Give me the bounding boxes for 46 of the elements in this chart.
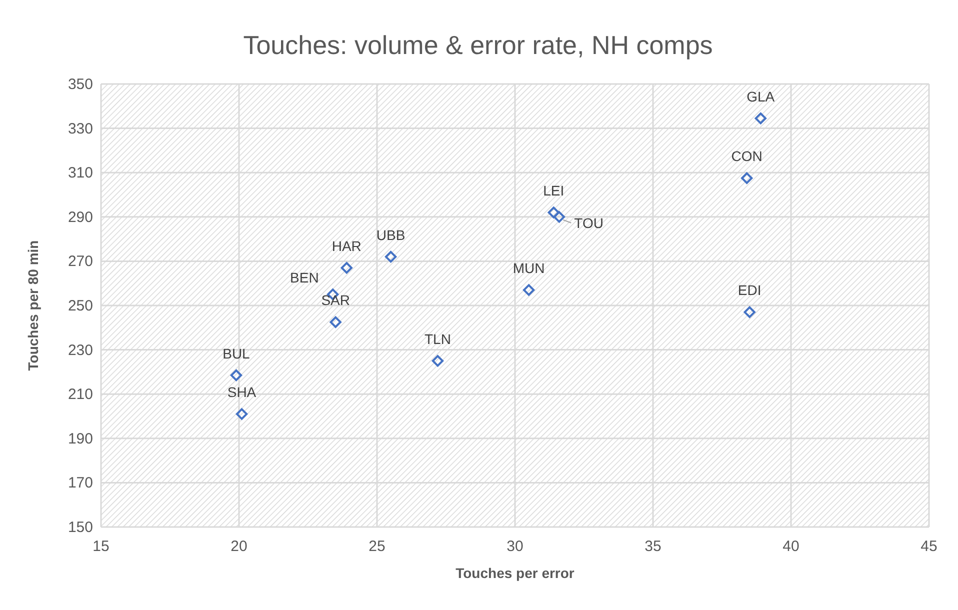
annotation: CON [731, 148, 762, 164]
point [230, 369, 242, 382]
point [741, 172, 753, 184]
point [330, 316, 342, 328]
x-tick-label: 30 [506, 538, 524, 555]
point [744, 306, 756, 318]
x-tick-label: 45 [920, 538, 938, 555]
y-tick-label: 190 [68, 430, 93, 448]
point [432, 355, 444, 367]
point [754, 112, 766, 124]
point [236, 408, 248, 420]
annotation: EDI [738, 282, 762, 298]
annotation: SHA [227, 384, 257, 400]
y-tick-label: 170 [68, 474, 93, 492]
annotation: GLA [746, 88, 776, 104]
x-axis-title: Touches per error [456, 565, 575, 581]
x-tick-label: 25 [368, 538, 386, 555]
y-tick-label: 210 [68, 386, 93, 404]
annotation: SAR [321, 292, 350, 308]
y-tick-label: 350 [68, 76, 93, 93]
y-tick-label: 250 [68, 298, 93, 314]
annotation: MUN [512, 260, 545, 276]
point [553, 211, 565, 223]
y-tick-label: 310 [68, 164, 93, 182]
annotation: BEN [290, 269, 319, 286]
point [340, 262, 352, 274]
y-axis-title: Touches per 80 min [25, 240, 41, 371]
chart-title: Touches: volume & error rate, NH comps [243, 30, 713, 60]
annotation: TOU [574, 214, 604, 231]
annotation: TLN [424, 330, 451, 347]
x-tick-label: 20 [230, 538, 248, 555]
annotation: LEI [543, 182, 564, 198]
annotation: UBB [376, 226, 406, 243]
y-tick-label: 330 [68, 120, 93, 138]
y-tick-label: 290 [68, 208, 93, 226]
y-tick-label: 230 [68, 342, 93, 359]
annotation: HAR [332, 238, 362, 254]
x-tick-label: 40 [782, 538, 800, 555]
point [522, 284, 535, 296]
point [384, 250, 397, 263]
x-tick-label: 35 [644, 538, 662, 555]
x-tick-label: 15 [92, 538, 110, 555]
annotation: BUL [222, 345, 250, 362]
y-tick-label: 270 [68, 253, 93, 270]
y-tick-label: 150 [68, 519, 93, 536]
point [548, 206, 560, 218]
